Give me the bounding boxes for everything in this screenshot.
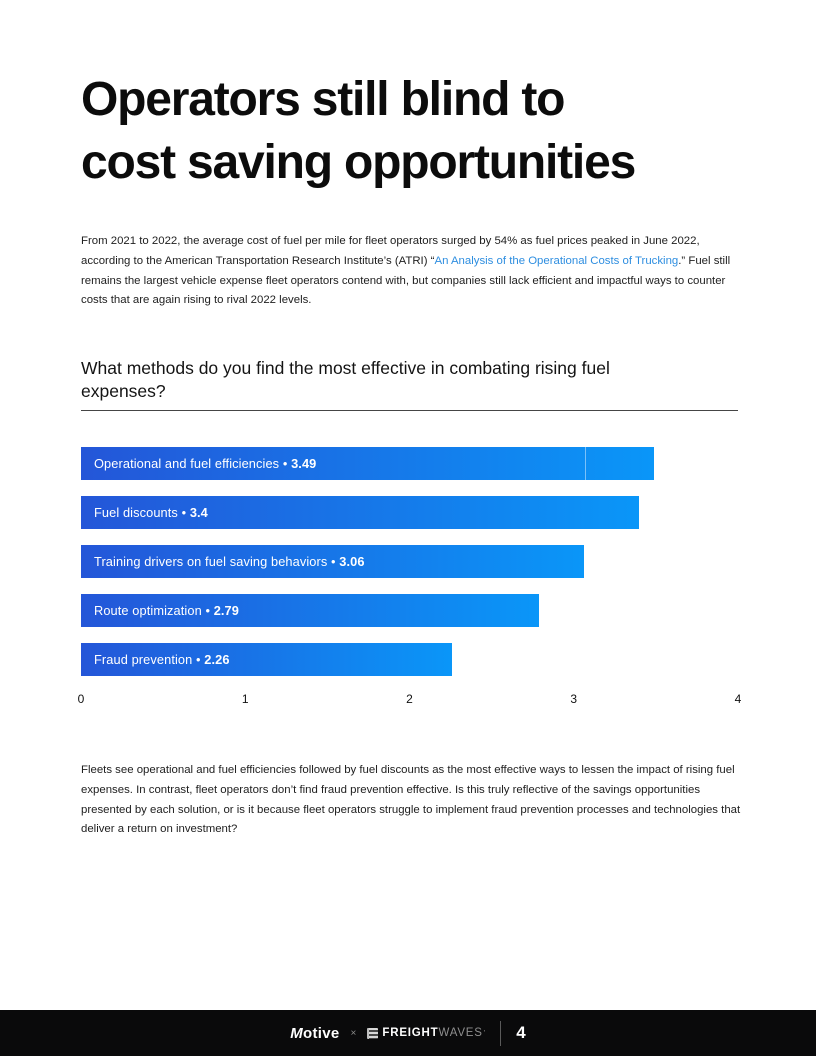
intro-text-after: .” Fuel still remains the largest vehicl… bbox=[81, 254, 731, 307]
bar-row: Operational and fuel efficiencies • 3.49 bbox=[81, 447, 738, 480]
bar-segment-divider bbox=[585, 447, 587, 480]
x-tick: 2 bbox=[406, 692, 413, 706]
atri-report-link[interactable]: An Analysis of the Operational Costs of … bbox=[434, 254, 679, 267]
survey-question-heading: What methods do you find the most effect… bbox=[81, 358, 610, 401]
x-tick: 0 bbox=[77, 692, 85, 706]
x-tick: 4 bbox=[734, 692, 742, 706]
bar-value: 2.26 bbox=[204, 652, 230, 667]
bar-value: 3.49 bbox=[291, 456, 317, 471]
bar-chart: Operational and fuel efficiencies • 3.49… bbox=[77, 447, 742, 708]
page-title-line1: Operators still blind to bbox=[81, 73, 565, 126]
page-title: Operators still blind to cost saving oppo… bbox=[81, 68, 771, 194]
freightwaves-text-freight: FREIGHT bbox=[382, 1027, 439, 1039]
section-divider bbox=[81, 410, 738, 411]
bar-value: 3.06 bbox=[339, 554, 365, 569]
freightwaves-icon bbox=[367, 1027, 379, 1039]
x-tick: 3 bbox=[570, 692, 578, 706]
bar-5: Fraud prevention • 2.26 bbox=[81, 643, 453, 676]
bar-label: Fuel discounts • 3.4 bbox=[94, 505, 208, 520]
freightwaves-mark: ’ bbox=[483, 1029, 486, 1037]
intro-text-before: From 2021 to 2022, the average cost of f… bbox=[81, 235, 700, 267]
bar-4: Route optimization • 2.79 bbox=[81, 594, 540, 627]
bar-chart-rows: Operational and fuel efficiencies • 3.49… bbox=[81, 447, 738, 676]
brand-separator-x: × bbox=[350, 1027, 357, 1039]
bar-label: Training drivers on fuel saving behavior… bbox=[94, 554, 365, 569]
page-title-line2: cost saving opportunities bbox=[81, 136, 636, 189]
bar-value: 3.4 bbox=[189, 505, 208, 520]
footer-bar: Motive × FREIGHT WAVES’ 4 bbox=[0, 1010, 816, 1056]
freightwaves-logo: FREIGHT WAVES’ bbox=[367, 1027, 485, 1039]
motive-logo: Motive bbox=[290, 1024, 340, 1042]
analysis-paragraph: Fleets see operational and fuel efficien… bbox=[81, 764, 741, 836]
x-axis: 0 1 2 3 4 bbox=[77, 692, 742, 708]
bar-row: Route optimization • 2.79 bbox=[81, 594, 738, 627]
bar-row: Fraud prevention • 2.26 bbox=[81, 643, 738, 676]
bar-label: Route optimization • 2.79 bbox=[94, 603, 239, 618]
bar-2: Fuel discounts • 3.4 bbox=[81, 496, 640, 529]
footer-divider bbox=[500, 1020, 502, 1046]
x-tick: 1 bbox=[241, 692, 249, 706]
bar-row: Training drivers on fuel saving behavior… bbox=[81, 545, 738, 578]
bar-label: Operational and fuel efficiencies • 3.49 bbox=[94, 456, 317, 471]
page-number: 4 bbox=[516, 1023, 526, 1042]
freightwaves-text-waves: WAVES bbox=[438, 1027, 483, 1039]
bar-3: Training drivers on fuel saving behavior… bbox=[81, 545, 584, 578]
intro-paragraph: From 2021 to 2022, the average cost of f… bbox=[81, 232, 741, 311]
bar-value: 2.79 bbox=[213, 603, 239, 618]
bar-label: Fraud prevention • 2.26 bbox=[94, 652, 230, 667]
bar-1: Operational and fuel efficiencies • 3.49 bbox=[81, 447, 655, 480]
bar-row: Fuel discounts • 3.4 bbox=[81, 496, 738, 529]
